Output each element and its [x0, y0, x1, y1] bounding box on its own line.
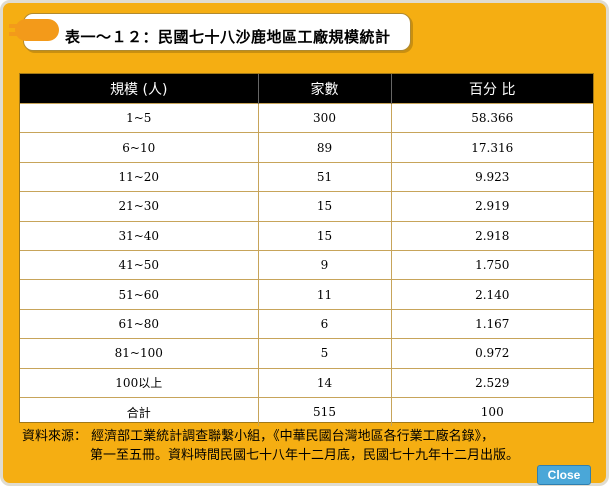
- table-row: 21~30 15 2.919: [20, 191, 593, 222]
- source-line-1: 資料來源： 經濟部工業統計調查聯繫小組，《中華民國台灣地區各行業工廠名錄》，: [22, 429, 495, 444]
- header-percent: 百分 比: [391, 74, 593, 104]
- source-line-2: 第一至五冊。資料時間民國七十八年十二月底，民國七十九年十二月出版。: [90, 448, 520, 463]
- stats-table: 規模 (人) 家數 百分 比 1~5 300 58.366 6~10 89 17.316…: [20, 74, 593, 427]
- cell-percent: 2.529: [391, 367, 593, 398]
- table-row: 51~60 11 2.140: [20, 279, 593, 310]
- cell-percent: 0.972: [391, 338, 593, 369]
- cell-scale: 51~60: [20, 279, 259, 310]
- table-row: 31~40 15 2.918: [20, 220, 593, 251]
- cell-count: 15: [258, 191, 392, 222]
- title-box: [23, 13, 411, 51]
- cell-count: 9: [258, 249, 392, 280]
- table-row: 81~100 5 0.972: [20, 338, 593, 369]
- table-row: 61~80 6 1.167: [20, 308, 593, 339]
- source-note: 資料來源： 經濟部工業統計調查聯繫小組，《中華民國台灣地區各行業工廠名錄》， 第…: [22, 427, 602, 465]
- cell-scale: 31~40: [20, 220, 259, 251]
- table-row: 100以上 14 2.529: [20, 367, 593, 398]
- cell-scale: 41~50: [20, 249, 259, 280]
- cell-percent: 9.923: [391, 161, 593, 192]
- cell-percent: 2.919: [391, 191, 593, 222]
- cell-count: 11: [258, 279, 392, 310]
- cell-count: 5: [258, 338, 392, 369]
- cell-scale: 61~80: [20, 308, 259, 339]
- table-row: 41~50 9 1.750: [20, 249, 593, 280]
- close-button[interactable]: Close: [537, 465, 591, 485]
- cell-scale: 11~20: [20, 161, 259, 192]
- cell-percent: 58.366: [391, 102, 593, 133]
- page-title: 表一～１２：民國七十八沙鹿地區工廠規模統計: [65, 28, 391, 46]
- cell-count: 14: [258, 367, 392, 398]
- header-scale: 規模 (人): [20, 74, 259, 104]
- cell-percent: 2.918: [391, 220, 593, 251]
- cell-scale: 21~30: [20, 191, 259, 222]
- table-row: 11~20 51 9.923: [20, 161, 593, 192]
- title-pill-icon: [9, 19, 59, 41]
- cell-scale: 100以上: [20, 367, 259, 398]
- header-count: 家數: [258, 74, 392, 104]
- cell-count: 89: [258, 132, 392, 163]
- cell-scale: 81~100: [20, 338, 259, 369]
- table-row: 1~5 300 58.366: [20, 102, 593, 133]
- cell-scale: 合計: [20, 396, 259, 427]
- table-header-row: 規模 (人) 家數 百分 比: [20, 74, 593, 104]
- cell-count: 300: [258, 102, 392, 133]
- cell-percent: 2.140: [391, 279, 593, 310]
- stats-table-container: 規模 (人) 家數 百分 比 1~5 300 58.366 6~10 89 17.316…: [19, 73, 594, 427]
- cell-scale: 1~5: [20, 102, 259, 133]
- cell-count: 51: [258, 161, 392, 192]
- table-row: 6~10 89 17.316: [20, 132, 593, 163]
- cell-scale: 6~10: [20, 132, 259, 163]
- cell-percent: 100: [391, 396, 593, 427]
- cell-percent: 17.316: [391, 132, 593, 163]
- cell-count: 6: [258, 308, 392, 339]
- cell-percent: 1.167: [391, 308, 593, 339]
- cell-count: 15: [258, 220, 392, 251]
- cell-percent: 1.750: [391, 249, 593, 280]
- cell-count: 515: [258, 396, 392, 427]
- table-total-row: 合計 515 100: [20, 396, 593, 427]
